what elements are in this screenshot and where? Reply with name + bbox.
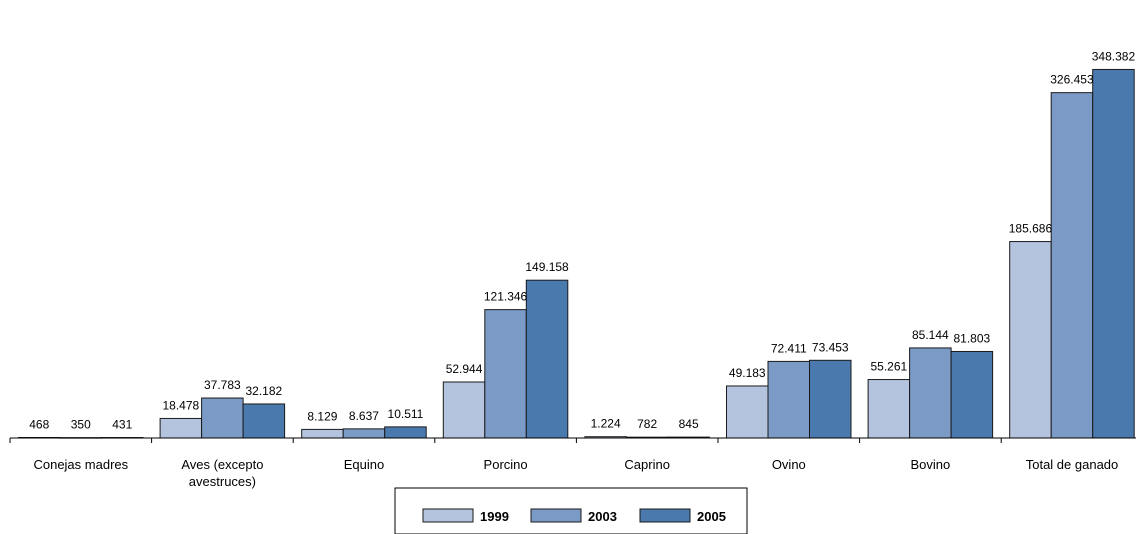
bar-2003-1 [201,397,244,439]
legend-swatch-1999 [422,508,474,523]
bar-2003-5 [767,360,810,439]
category-label-3: Porcino [484,457,528,472]
data-label-1999-0: 468 [29,418,49,432]
data-label-1999-1: 18.478 [162,398,199,412]
bars-layer [18,68,1135,439]
bar-1999-1 [159,417,203,439]
bar-2005-3 [525,279,569,439]
data-label-2003-0: 350 [71,418,91,432]
category-label-1: Aves (excepto avestruces) [181,457,263,489]
bar-1999-6 [867,379,911,439]
bar-2003-6 [909,347,952,439]
bar-2005-6 [950,350,994,439]
data-label-1999-5: 49.183 [729,366,766,380]
category-labels-layer: Conejas madres Aves (excepto avestruces) Eq… [33,457,1118,489]
category-label-6: Bovino [911,457,951,472]
legend-label-2005: 2005 [697,509,726,524]
legend-label-1999: 1999 [480,509,509,524]
data-label-1999-4: 1.224 [591,417,621,431]
bar-2005-7 [1092,68,1135,439]
data-label-2003-6: 85.144 [912,328,949,342]
bar-2003-2 [342,428,386,439]
data-label-2005-0: 431 [112,418,132,432]
bar-2005-5 [809,359,852,439]
data-label-2003-5: 72.411 [771,341,807,355]
data-label-2003-3: 121.346 [484,290,528,304]
data-label-1999-7: 185.686 [1009,222,1053,236]
data-label-2005-2: 10.511 [388,407,424,421]
data-label-2003-7: 326.453 [1050,73,1094,87]
legend-items: 1999 2003 2005 [422,508,726,524]
legend-swatch-2005 [639,508,691,523]
legend: 1999 2003 2005 [394,487,748,534]
data-label-2005-3: 149.158 [525,260,569,274]
data-label-2003-2: 8.637 [349,409,379,423]
data-label-1999-2: 8.129 [307,409,337,423]
data-label-1999-6: 55.261 [870,360,907,374]
bar-2005-1 [242,403,286,439]
data-label-2005-4: 845 [679,417,699,431]
data-label-2003-1: 37.783 [204,378,241,392]
value-labels-layer: 468 350 431 18.478 37.783 32.182 8.129 8.637 10.… [29,49,1135,431]
category-label-7: Total de ganado [1026,457,1119,472]
category-label-4: Caprino [624,457,670,472]
bar-1999-5 [726,385,769,439]
data-label-2005-7: 348.382 [1092,49,1136,63]
bar-1999-7 [1009,241,1052,439]
data-label-1999-3: 52.944 [446,362,483,376]
legend-swatch-2003 [530,508,582,523]
data-label-2005-1: 32.182 [245,384,282,398]
legend-label-2003: 2003 [588,509,617,524]
data-label-2005-6: 81.803 [953,331,990,345]
category-label-5: Ovino [772,457,806,472]
data-label-2003-4: 782 [637,417,657,431]
bar-2003-7 [1050,92,1094,439]
bar-2003-3 [484,309,527,439]
category-label-0: Conejas madres [33,457,128,472]
bar-1999-2 [301,428,344,439]
x-axis-ticks [9,438,1002,443]
data-label-2005-5: 73.453 [812,340,849,354]
bar-2005-2 [384,426,427,439]
category-label-2: Equino [344,457,384,472]
bar-1999-3 [442,381,486,439]
